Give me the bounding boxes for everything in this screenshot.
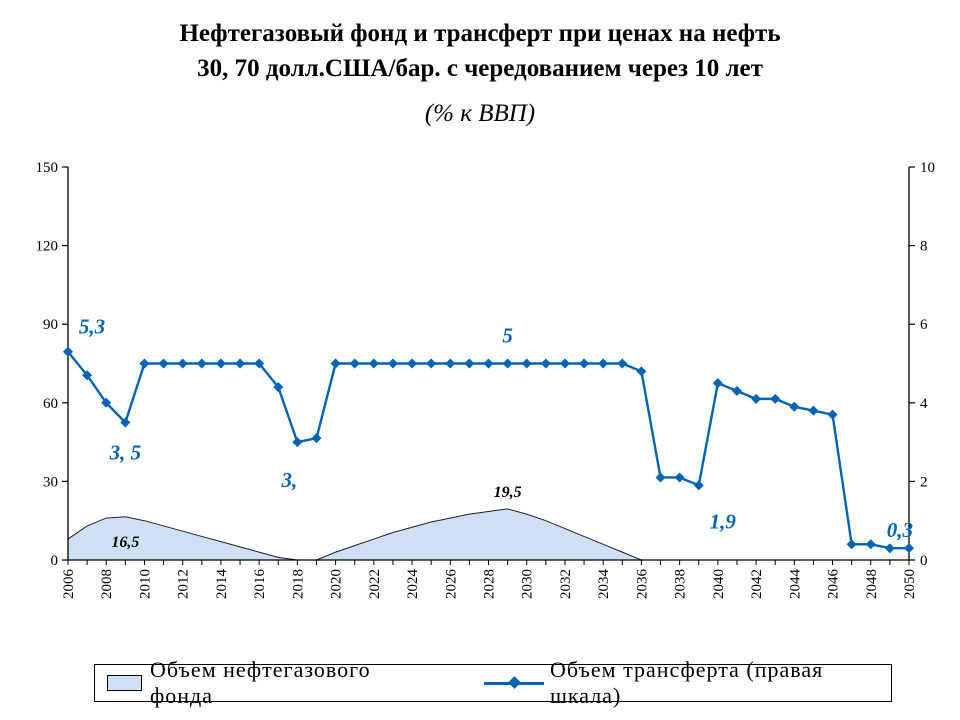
transfer-point	[559, 358, 570, 369]
x-tick-label: 2046	[826, 569, 842, 600]
y-left-tick-label: 30	[43, 474, 58, 490]
transfer-point	[387, 358, 398, 369]
x-tick-label: 2032	[558, 569, 574, 599]
legend-line-label: Объем трансферта (правая шкала)	[549, 657, 824, 708]
transfer-point	[483, 358, 494, 369]
y-right-tick-label: 0	[920, 553, 928, 569]
y-right-tick-label: 4	[920, 396, 928, 412]
transfer-point	[426, 358, 437, 369]
transfer-point	[445, 358, 456, 369]
x-tick-label: 2022	[367, 569, 383, 599]
transfer-point	[770, 393, 781, 404]
x-tick-label: 2016	[252, 569, 268, 600]
fund-data-label: 16,5	[111, 534, 139, 551]
x-tick-label: 2014	[214, 569, 230, 600]
transfer-point	[540, 358, 551, 369]
y-left-tick-label: 60	[43, 396, 58, 412]
transfer-point	[751, 393, 762, 404]
transfer-point	[884, 543, 895, 554]
transfer-point	[63, 346, 73, 357]
transfer-point	[158, 358, 169, 369]
y-right-tick-label: 10	[920, 160, 935, 176]
transfer-point	[655, 472, 666, 483]
transfer-data-label: 3, 5	[109, 440, 142, 464]
legend-area-swatch	[107, 675, 143, 691]
x-tick-label: 2040	[711, 569, 727, 599]
fund-data-label: 19,5	[494, 484, 522, 501]
transfer-point	[330, 358, 341, 369]
x-tick-label: 2006	[61, 569, 77, 600]
transfer-point	[368, 358, 379, 369]
transfer-point	[292, 437, 303, 448]
transfer-point	[712, 378, 723, 389]
transfer-point	[196, 358, 207, 369]
legend-line-swatch	[483, 676, 544, 690]
transfer-point	[827, 409, 838, 420]
y-right-tick-label: 8	[920, 239, 928, 255]
x-tick-label: 2050	[902, 569, 918, 599]
transfer-data-label: 1,9	[710, 509, 737, 533]
transfer-point	[120, 417, 131, 428]
transfer-point	[139, 358, 150, 369]
x-tick-label: 2020	[329, 569, 345, 599]
x-tick-label: 2048	[864, 569, 880, 599]
transfer-point	[215, 358, 226, 369]
transfer-point	[617, 358, 628, 369]
y-right-tick-label: 2	[920, 474, 928, 490]
transfer-point	[101, 397, 112, 408]
y-left-tick-label: 120	[36, 239, 59, 255]
transfer-data-label: 3,	[280, 468, 297, 492]
x-tick-label: 2008	[99, 569, 115, 599]
transfer-point	[731, 386, 742, 397]
transfer-point	[235, 358, 246, 369]
y-right-tick-label: 6	[920, 317, 928, 333]
x-tick-label: 2038	[673, 569, 689, 599]
transfer-point	[674, 472, 685, 483]
transfer-point	[579, 358, 590, 369]
transfer-point	[407, 358, 418, 369]
area-fund-fill	[68, 508, 909, 560]
transfer-point	[177, 358, 188, 369]
x-tick-label: 2026	[443, 569, 459, 600]
transfer-point	[82, 370, 93, 381]
x-tick-label: 2034	[596, 569, 612, 600]
chart-title-line-2: 30, 70 долл.США/бар. с чередованием чере…	[197, 55, 763, 82]
transfer-data-label: 0,3	[887, 518, 913, 542]
transfer-point	[464, 358, 475, 369]
transfer-point	[502, 358, 513, 369]
transfer-data-label: 5	[502, 324, 513, 348]
chart-subtitle: (% к ВВП)	[424, 100, 536, 127]
x-tick-label: 2044	[787, 569, 803, 600]
transfer-point	[846, 539, 857, 550]
transfer-point	[904, 543, 914, 554]
transfer-point	[693, 480, 704, 491]
transfer-point	[273, 382, 284, 393]
transfer-point	[636, 366, 647, 377]
x-tick-label: 2018	[290, 569, 306, 599]
chart-title-line-1: Нефтегазовый фонд и трансферт при ценах …	[179, 20, 781, 47]
transfer-point	[598, 358, 609, 369]
x-tick-label: 2030	[520, 569, 536, 599]
x-tick-label: 2024	[405, 569, 421, 600]
transfer-point	[521, 358, 532, 369]
x-tick-label: 2010	[137, 569, 153, 599]
legend-area-label: Объем нефтегазового фонда	[150, 657, 371, 708]
x-tick-label: 2028	[482, 569, 498, 599]
transfer-point	[789, 401, 800, 412]
y-left-tick-label: 150	[36, 160, 59, 176]
transfer-data-label: 5,3	[79, 315, 105, 339]
x-tick-label: 2012	[176, 569, 192, 599]
x-tick-label: 2042	[749, 569, 765, 599]
y-left-tick-label: 0	[51, 553, 59, 569]
transfer-point	[865, 539, 876, 550]
transfer-point	[311, 433, 322, 444]
transfer-point	[808, 405, 819, 416]
transfer-point	[349, 358, 360, 369]
y-left-tick-label: 90	[43, 317, 58, 333]
transfer-point	[254, 358, 265, 369]
chart-legend: Объем нефтегазового фонда Объем трансфер…	[94, 657, 892, 708]
x-tick-label: 2036	[634, 569, 650, 600]
